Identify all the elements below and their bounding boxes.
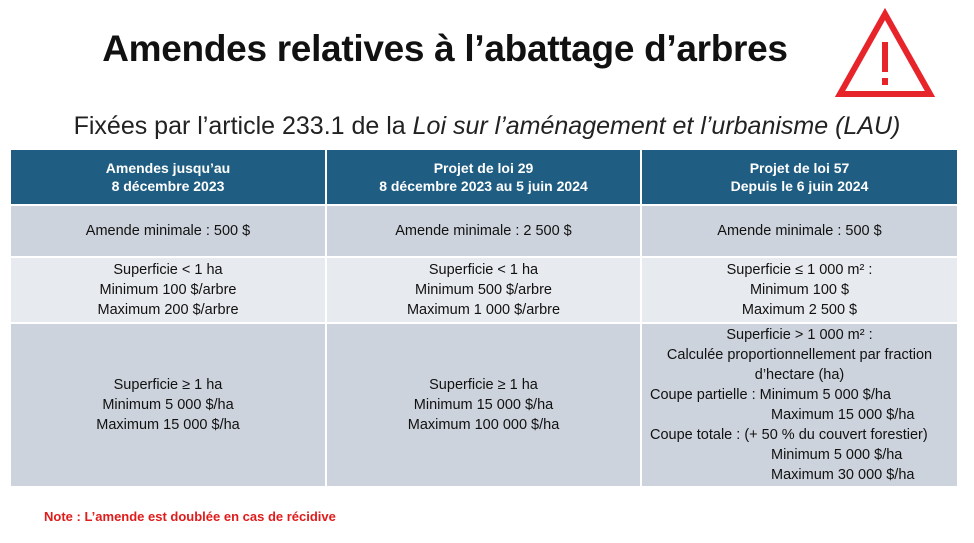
- fines-table: Amendes jusqu’au 8 décembre 2023 Projet …: [11, 150, 957, 486]
- header-col-1-line-2: 8 décembre 2023: [111, 178, 225, 194]
- cell-r3-c1-line-1: Superficie ≥ 1 ha: [113, 377, 223, 393]
- total-cut-label: Coupe totale : (+ 50 % du couvert forest…: [650, 427, 928, 443]
- header-col-2-line-1: Projet de loi 29: [433, 160, 534, 176]
- header-col-1-line-1: Amendes jusqu’au: [105, 160, 231, 176]
- table-row-large-area: Superficie ≥ 1 ha Minimum 5 000 $/ha Max…: [11, 322, 957, 486]
- header-col-3-line-1: Projet de loi 57: [749, 160, 850, 176]
- header-col-3-line-2: Depuis le 6 juin 2024: [730, 178, 869, 194]
- cell-r3-c2: Superficie ≥ 1 ha Minimum 15 000 $/ha Ma…: [326, 322, 642, 486]
- header-col-3: Projet de loi 57 Depuis le 6 juin 2024: [641, 150, 957, 205]
- cell-r3-c2-line-3: Maximum 100 000 $/ha: [407, 417, 560, 433]
- header-col-2: Projet de loi 29 8 décembre 2023 au 5 ju…: [326, 150, 642, 205]
- header-col-1: Amendes jusqu’au 8 décembre 2023: [11, 150, 327, 205]
- cell-r2-c1-line-2: Minimum 100 $/arbre: [99, 282, 237, 298]
- proportional-desc-line-1: Calculée proportionnellement par fractio…: [666, 347, 933, 363]
- cell-r2-c1-line-1: Superficie < 1 ha: [113, 262, 223, 278]
- subtitle: Fixées par l’article 233.1 de la Loi sur…: [0, 112, 974, 141]
- cell-r1-c2: Amende minimale : 2 500 $: [326, 204, 642, 257]
- proportional-fine-details: Superficie > 1 000 m² : Calculée proport…: [648, 325, 951, 485]
- cell-r3-c1: Superficie ≥ 1 ha Minimum 5 000 $/ha Max…: [11, 322, 327, 486]
- page-title: Amendes relatives à l’abattage d’arbres: [102, 28, 788, 69]
- cell-r2-c2-line-1: Superficie < 1 ha: [428, 262, 539, 278]
- subtitle-prefix: Fixées par l’article 233.1 de la: [73, 112, 413, 140]
- cell-r2-c3-line-2: Minimum 100 $: [749, 282, 850, 298]
- header-col-2-line-2: 8 décembre 2023 au 5 juin 2024: [379, 178, 588, 194]
- cell-r3-c1-line-2: Minimum 5 000 $/ha: [102, 397, 234, 413]
- cell-r2-c2-line-2: Minimum 500 $/arbre: [415, 282, 552, 298]
- cell-r2-c3: Superficie ≤ 1 000 m² : Minimum 100 $ Ma…: [641, 256, 957, 323]
- cell-r3-c1-line-3: Maximum 15 000 $/ha: [96, 417, 240, 433]
- cell-r2-c1: Superficie < 1 ha Minimum 100 $/arbre Ma…: [11, 256, 327, 323]
- cell-r3-c2-line-2: Minimum 15 000 $/ha: [413, 397, 554, 413]
- cell-r2-c2: Superficie < 1 ha Minimum 500 $/arbre Ma…: [326, 256, 642, 323]
- cell-r1-c1: Amende minimale : 500 $: [11, 204, 327, 257]
- cell-r2-c1-line-3: Maximum 200 $/arbre: [97, 302, 239, 318]
- proportional-desc-line-2: d’hectare (ha): [754, 367, 845, 383]
- total-cut-minimum: Minimum 5 000 $/ha: [771, 447, 903, 463]
- recidivism-note: Note : L’amende est doublée en cas de ré…: [44, 509, 336, 524]
- table-row-small-area: Superficie < 1 ha Minimum 100 $/arbre Ma…: [11, 256, 957, 323]
- cell-r3-c3: Superficie > 1 000 m² : Calculée proport…: [641, 322, 957, 486]
- warning-icon: [834, 8, 936, 97]
- cell-r3-c2-line-1: Superficie ≥ 1 ha: [429, 377, 538, 393]
- partial-cut-maximum: Maximum 15 000 $/ha: [771, 407, 915, 423]
- cell-r2-c3-line-1: Superficie ≤ 1 000 m² :: [726, 262, 873, 278]
- total-cut-maximum: Maximum 30 000 $/ha: [771, 467, 915, 483]
- cell-r2-c2-line-3: Maximum 1 000 $/arbre: [406, 302, 561, 318]
- subtitle-law-name: Loi sur l’aménagement et l’urbanisme (LA…: [412, 112, 901, 140]
- table-header-row: Amendes jusqu’au 8 décembre 2023 Projet …: [11, 150, 957, 205]
- partial-cut-minimum: Coupe partielle : Minimum 5 000 $/ha: [650, 387, 891, 403]
- large-area-heading: Superficie > 1 000 m² :: [726, 327, 873, 343]
- cell-r2-c3-line-3: Maximum 2 500 $: [741, 302, 858, 318]
- cell-r1-c3: Amende minimale : 500 $: [641, 204, 957, 257]
- table-row-minimum-fine: Amende minimale : 500 $ Amende minimale …: [11, 204, 957, 257]
